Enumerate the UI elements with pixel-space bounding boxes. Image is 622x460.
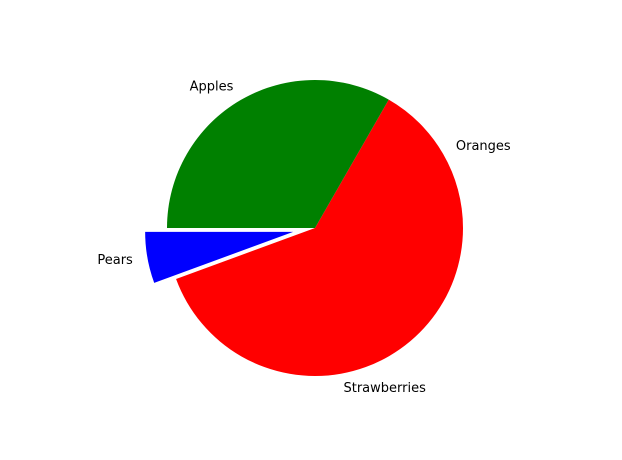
pie-labels: Oranges Apples Pears Strawberries — [97, 80, 511, 396]
pie-slice-pears — [145, 231, 294, 283]
pie-label-strawberries: Strawberries — [343, 381, 426, 396]
pie-label-apples: Apples — [190, 80, 234, 95]
pie-slice-strawberries — [176, 228, 463, 377]
pie-label-oranges: Oranges — [456, 139, 511, 154]
pie-slice-apples — [167, 79, 389, 228]
pie-slice-oranges — [315, 99, 463, 228]
pie-label-pears: Pears — [97, 253, 133, 268]
pie-slices — [145, 79, 463, 377]
